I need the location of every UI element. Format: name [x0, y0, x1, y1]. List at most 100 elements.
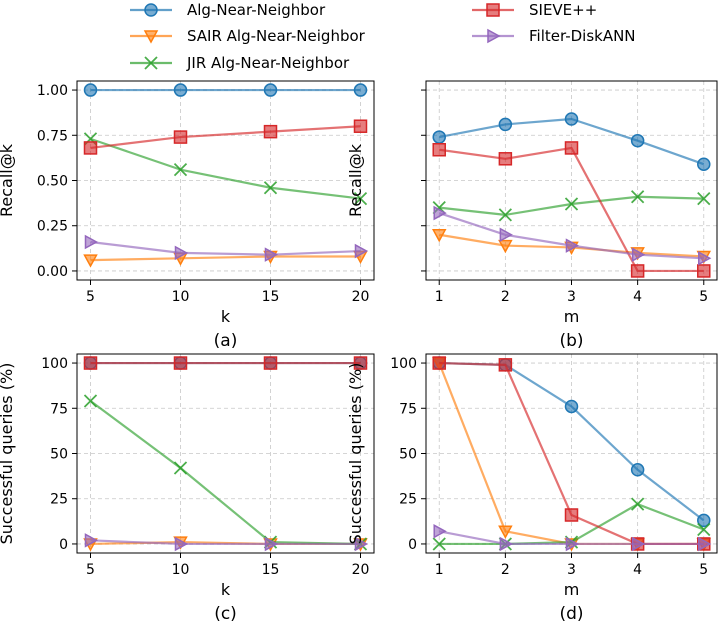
data-point — [173, 83, 188, 97]
data-point — [698, 251, 712, 266]
data-point — [498, 239, 513, 254]
series-line — [439, 195, 704, 216]
x-tick-label: 1 — [435, 289, 444, 305]
y-axis-title: Recall@k — [0, 143, 16, 217]
data-point — [432, 142, 446, 157]
data-point — [432, 356, 446, 370]
legend-item-sair-alg-near-neighbor: SAIR Alg-Near-Neighbor — [130, 27, 366, 45]
legend: Alg-Near-Neighbor SIEVE++ SAIR Alg-Near-Ne… — [130, 1, 636, 72]
data-point — [697, 522, 711, 537]
series-sieve — [432, 141, 711, 278]
data-point — [263, 124, 278, 139]
data-point — [498, 358, 513, 372]
series-alg-near-neighbor — [432, 112, 711, 171]
x-tick-label: 1 — [435, 562, 444, 578]
data-point — [83, 394, 98, 408]
data-point — [697, 513, 711, 528]
series-alg-near-neighbor — [83, 83, 368, 97]
data-point — [84, 234, 99, 250]
y-axis: 0 25 50 75 100 — [41, 356, 77, 553]
x-tick-label: 15 — [262, 562, 280, 578]
legend-marker-icon — [486, 3, 500, 17]
data-point — [498, 117, 513, 132]
x-axis-title: m — [564, 580, 580, 599]
data-point — [84, 533, 99, 548]
series-line — [90, 137, 361, 200]
x-tick-label: 3 — [567, 289, 576, 305]
y-tick-label: 50 — [50, 447, 68, 463]
data-point — [173, 461, 188, 475]
data-point — [432, 130, 446, 144]
x-axis: 1 2 3 4 5 — [435, 280, 708, 305]
x-tick-label: 15 — [262, 289, 280, 305]
y-tick-label: 75 — [399, 401, 417, 417]
x-tick-label: 10 — [172, 289, 190, 305]
data-point — [631, 247, 646, 262]
series-filter-diskann — [84, 234, 369, 262]
data-point — [431, 229, 447, 243]
x-axis-title: k — [221, 580, 231, 599]
data-point — [498, 208, 513, 222]
chart-panel-a: 5 10 15 20 0.00 0.25 0.50 0.75 1.00 k Recall@k (a) — [0, 80, 375, 351]
data-point — [630, 133, 645, 148]
data-point — [564, 399, 579, 414]
series-line — [90, 255, 361, 262]
data-point — [354, 536, 369, 552]
data-point — [173, 130, 188, 144]
y-tick-label: 0.00 — [37, 264, 68, 280]
legend-item-jir-alg-near-neighbor: JIR Alg-Near-Neighbor — [130, 54, 350, 72]
y-axis-title: Successful queries (%) — [346, 363, 365, 545]
series-jir-alg-near-neighbor — [83, 394, 368, 551]
x-axis: 1 2 3 4 5 — [435, 553, 708, 578]
series-group — [83, 83, 369, 268]
series-line — [89, 400, 361, 546]
x-tick-label: 10 — [172, 562, 190, 578]
data-point — [564, 141, 579, 155]
y-axis-title: Successful queries (%) — [0, 363, 16, 545]
y-tick-label: 0 — [408, 537, 417, 553]
legend-marker-icon — [143, 30, 159, 44]
y-tick-label: 0.25 — [37, 219, 68, 235]
series-group — [431, 356, 712, 552]
y-tick-label: 100 — [390, 356, 417, 372]
x-tick-label: 4 — [633, 562, 642, 578]
x-tick-label: 20 — [352, 562, 370, 578]
y-axis: 0 25 50 75 100 — [390, 356, 426, 553]
gridlines — [77, 81, 374, 280]
data-point — [83, 356, 98, 370]
data-point — [564, 197, 579, 211]
data-point — [630, 190, 645, 204]
panel-caption: (b) — [559, 331, 583, 351]
y-tick-label: 75 — [50, 401, 68, 417]
data-point — [498, 525, 513, 539]
series-line — [90, 125, 361, 150]
y-axis — [421, 89, 426, 272]
data-point — [83, 141, 98, 155]
series-filter-diskann — [433, 524, 712, 552]
x-tick-label: 5 — [699, 289, 708, 305]
y-tick-label: 25 — [399, 492, 417, 508]
data-point — [353, 356, 368, 370]
panel-caption: (c) — [214, 604, 237, 624]
series-sieve — [83, 119, 368, 155]
legend-marker-icon — [487, 28, 501, 44]
gridlines — [77, 354, 374, 553]
data-point — [630, 264, 645, 278]
y-tick-label: 1.00 — [37, 83, 68, 99]
data-point — [565, 536, 580, 552]
data-point — [174, 536, 189, 552]
legend-marker-icon — [144, 3, 158, 17]
data-point — [498, 152, 513, 166]
legend-label: Alg-Near-Neighbor — [187, 1, 326, 19]
y-axis-title: Recall@k — [346, 143, 365, 217]
data-point — [264, 247, 279, 262]
legend-item-filter-diskann: Filter-DiskANN — [472, 27, 636, 45]
y-tick-label: 0.75 — [37, 128, 68, 144]
data-point — [565, 238, 580, 253]
chart-panels: 5 10 15 200.000.250.500.751.00kRecall@k(a)1… — [0, 80, 718, 624]
data-point — [631, 536, 646, 552]
legend-label: SAIR Alg-Near-Neighbor — [187, 27, 366, 45]
data-point — [173, 163, 188, 177]
legend-item-sieve: SIEVE++ — [472, 1, 597, 19]
